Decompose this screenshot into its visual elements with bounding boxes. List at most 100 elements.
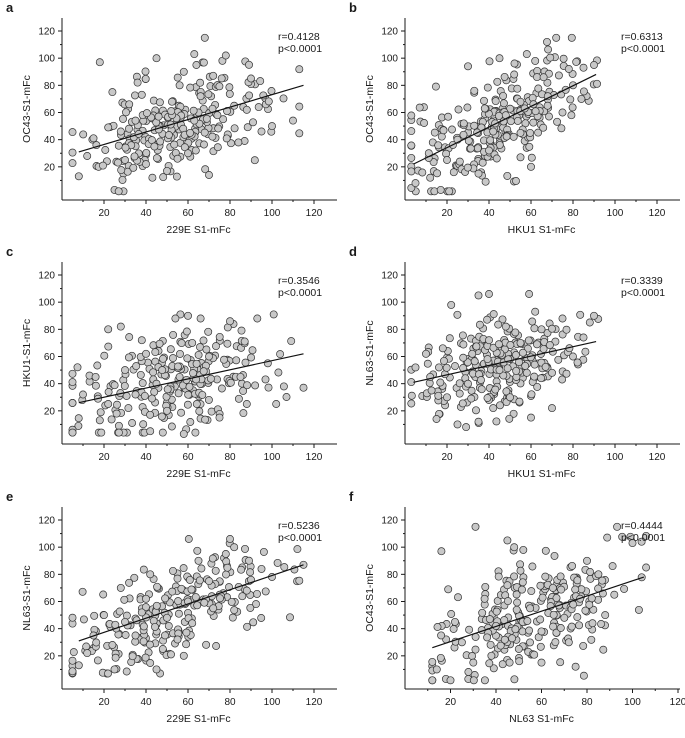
- data-point: [453, 310, 462, 319]
- data-point: [594, 570, 603, 579]
- data-point: [539, 344, 548, 353]
- x-tick-label: 20: [445, 697, 457, 708]
- data-point: [100, 611, 108, 620]
- y-tick-label: 100: [38, 54, 55, 65]
- data-point: [121, 631, 130, 639]
- data-point: [273, 558, 282, 567]
- data-point: [247, 74, 255, 83]
- data-point: [192, 359, 201, 368]
- data-point: [153, 582, 162, 591]
- data-point: [222, 570, 230, 579]
- data-point: [204, 395, 213, 404]
- data-point: [202, 114, 211, 123]
- data-point: [91, 381, 100, 390]
- data-point: [243, 123, 252, 132]
- data-point: [177, 339, 186, 348]
- data-point: [433, 623, 442, 631]
- data-point: [169, 330, 178, 339]
- data-point: [243, 622, 252, 631]
- y-tick-label: 120: [38, 516, 55, 527]
- data-point: [586, 568, 595, 576]
- data-point: [407, 111, 416, 120]
- data-point: [487, 651, 496, 660]
- data-point: [172, 172, 181, 181]
- data-point: [228, 613, 237, 622]
- data-point: [437, 631, 446, 640]
- data-point: [428, 657, 437, 666]
- data-point: [104, 123, 113, 132]
- data-point: [122, 667, 131, 676]
- x-tick-label: 100: [607, 208, 624, 219]
- data-point: [74, 172, 83, 181]
- data-point: [189, 106, 198, 115]
- y-tick-label: 80: [387, 81, 399, 92]
- data-point: [423, 359, 432, 368]
- data-point: [443, 393, 451, 402]
- data-point: [526, 353, 535, 362]
- data-point: [483, 315, 492, 324]
- data-point: [483, 355, 492, 364]
- data-point: [525, 290, 534, 298]
- data-point: [74, 421, 83, 430]
- data-point: [526, 638, 534, 647]
- data-point: [470, 121, 479, 130]
- data-point: [551, 638, 560, 647]
- data-point: [199, 336, 208, 345]
- x-tick-label: 100: [624, 697, 641, 708]
- data-point: [505, 658, 514, 667]
- data-point: [192, 61, 201, 69]
- data-point: [130, 573, 139, 582]
- data-point: [159, 354, 167, 363]
- data-point: [597, 620, 606, 628]
- data-point: [533, 340, 541, 349]
- data-point: [243, 381, 252, 390]
- data-point: [156, 137, 165, 146]
- data-point: [509, 409, 518, 418]
- data-point: [499, 371, 508, 380]
- data-point: [512, 177, 520, 185]
- data-point: [435, 363, 443, 372]
- data-point: [502, 387, 511, 396]
- data-point: [480, 96, 488, 105]
- data-point: [148, 173, 157, 182]
- data-point: [432, 415, 441, 423]
- data-point: [68, 369, 77, 378]
- data-point: [202, 640, 211, 649]
- data-point: [139, 637, 148, 646]
- data-point: [518, 578, 527, 587]
- data-point: [506, 117, 515, 126]
- data-point: [152, 601, 161, 610]
- data-point: [155, 98, 164, 107]
- data-point: [208, 132, 217, 141]
- data-point: [90, 611, 99, 620]
- data-point: [140, 391, 149, 400]
- data-point: [467, 394, 476, 403]
- data-point: [230, 543, 239, 552]
- data-point: [108, 641, 117, 649]
- data-point: [537, 374, 546, 383]
- data-point: [495, 54, 504, 63]
- data-point: [121, 156, 129, 164]
- panel-b: b 20 40 60 80 100 120 20 40 60 80 100 120 HKU1 S1-mFc…: [349, 0, 680, 236]
- data-point: [485, 57, 494, 66]
- data-point: [249, 618, 258, 627]
- data-point: [137, 608, 146, 617]
- data-point: [272, 400, 281, 408]
- data-point: [420, 119, 429, 127]
- data-point: [522, 368, 531, 377]
- data-point: [295, 65, 304, 74]
- data-point: [510, 675, 519, 684]
- data-point: [104, 388, 113, 396]
- data-point: [529, 118, 538, 127]
- regression-line: [413, 73, 597, 165]
- data-point: [552, 33, 561, 42]
- data-point: [495, 366, 504, 375]
- data-point: [442, 363, 451, 372]
- data-point: [261, 587, 270, 596]
- data-point: [73, 363, 82, 372]
- data-point: [608, 562, 617, 571]
- data-point: [246, 603, 255, 612]
- data-point: [179, 651, 188, 660]
- data-point: [464, 379, 472, 388]
- data-point: [486, 640, 495, 649]
